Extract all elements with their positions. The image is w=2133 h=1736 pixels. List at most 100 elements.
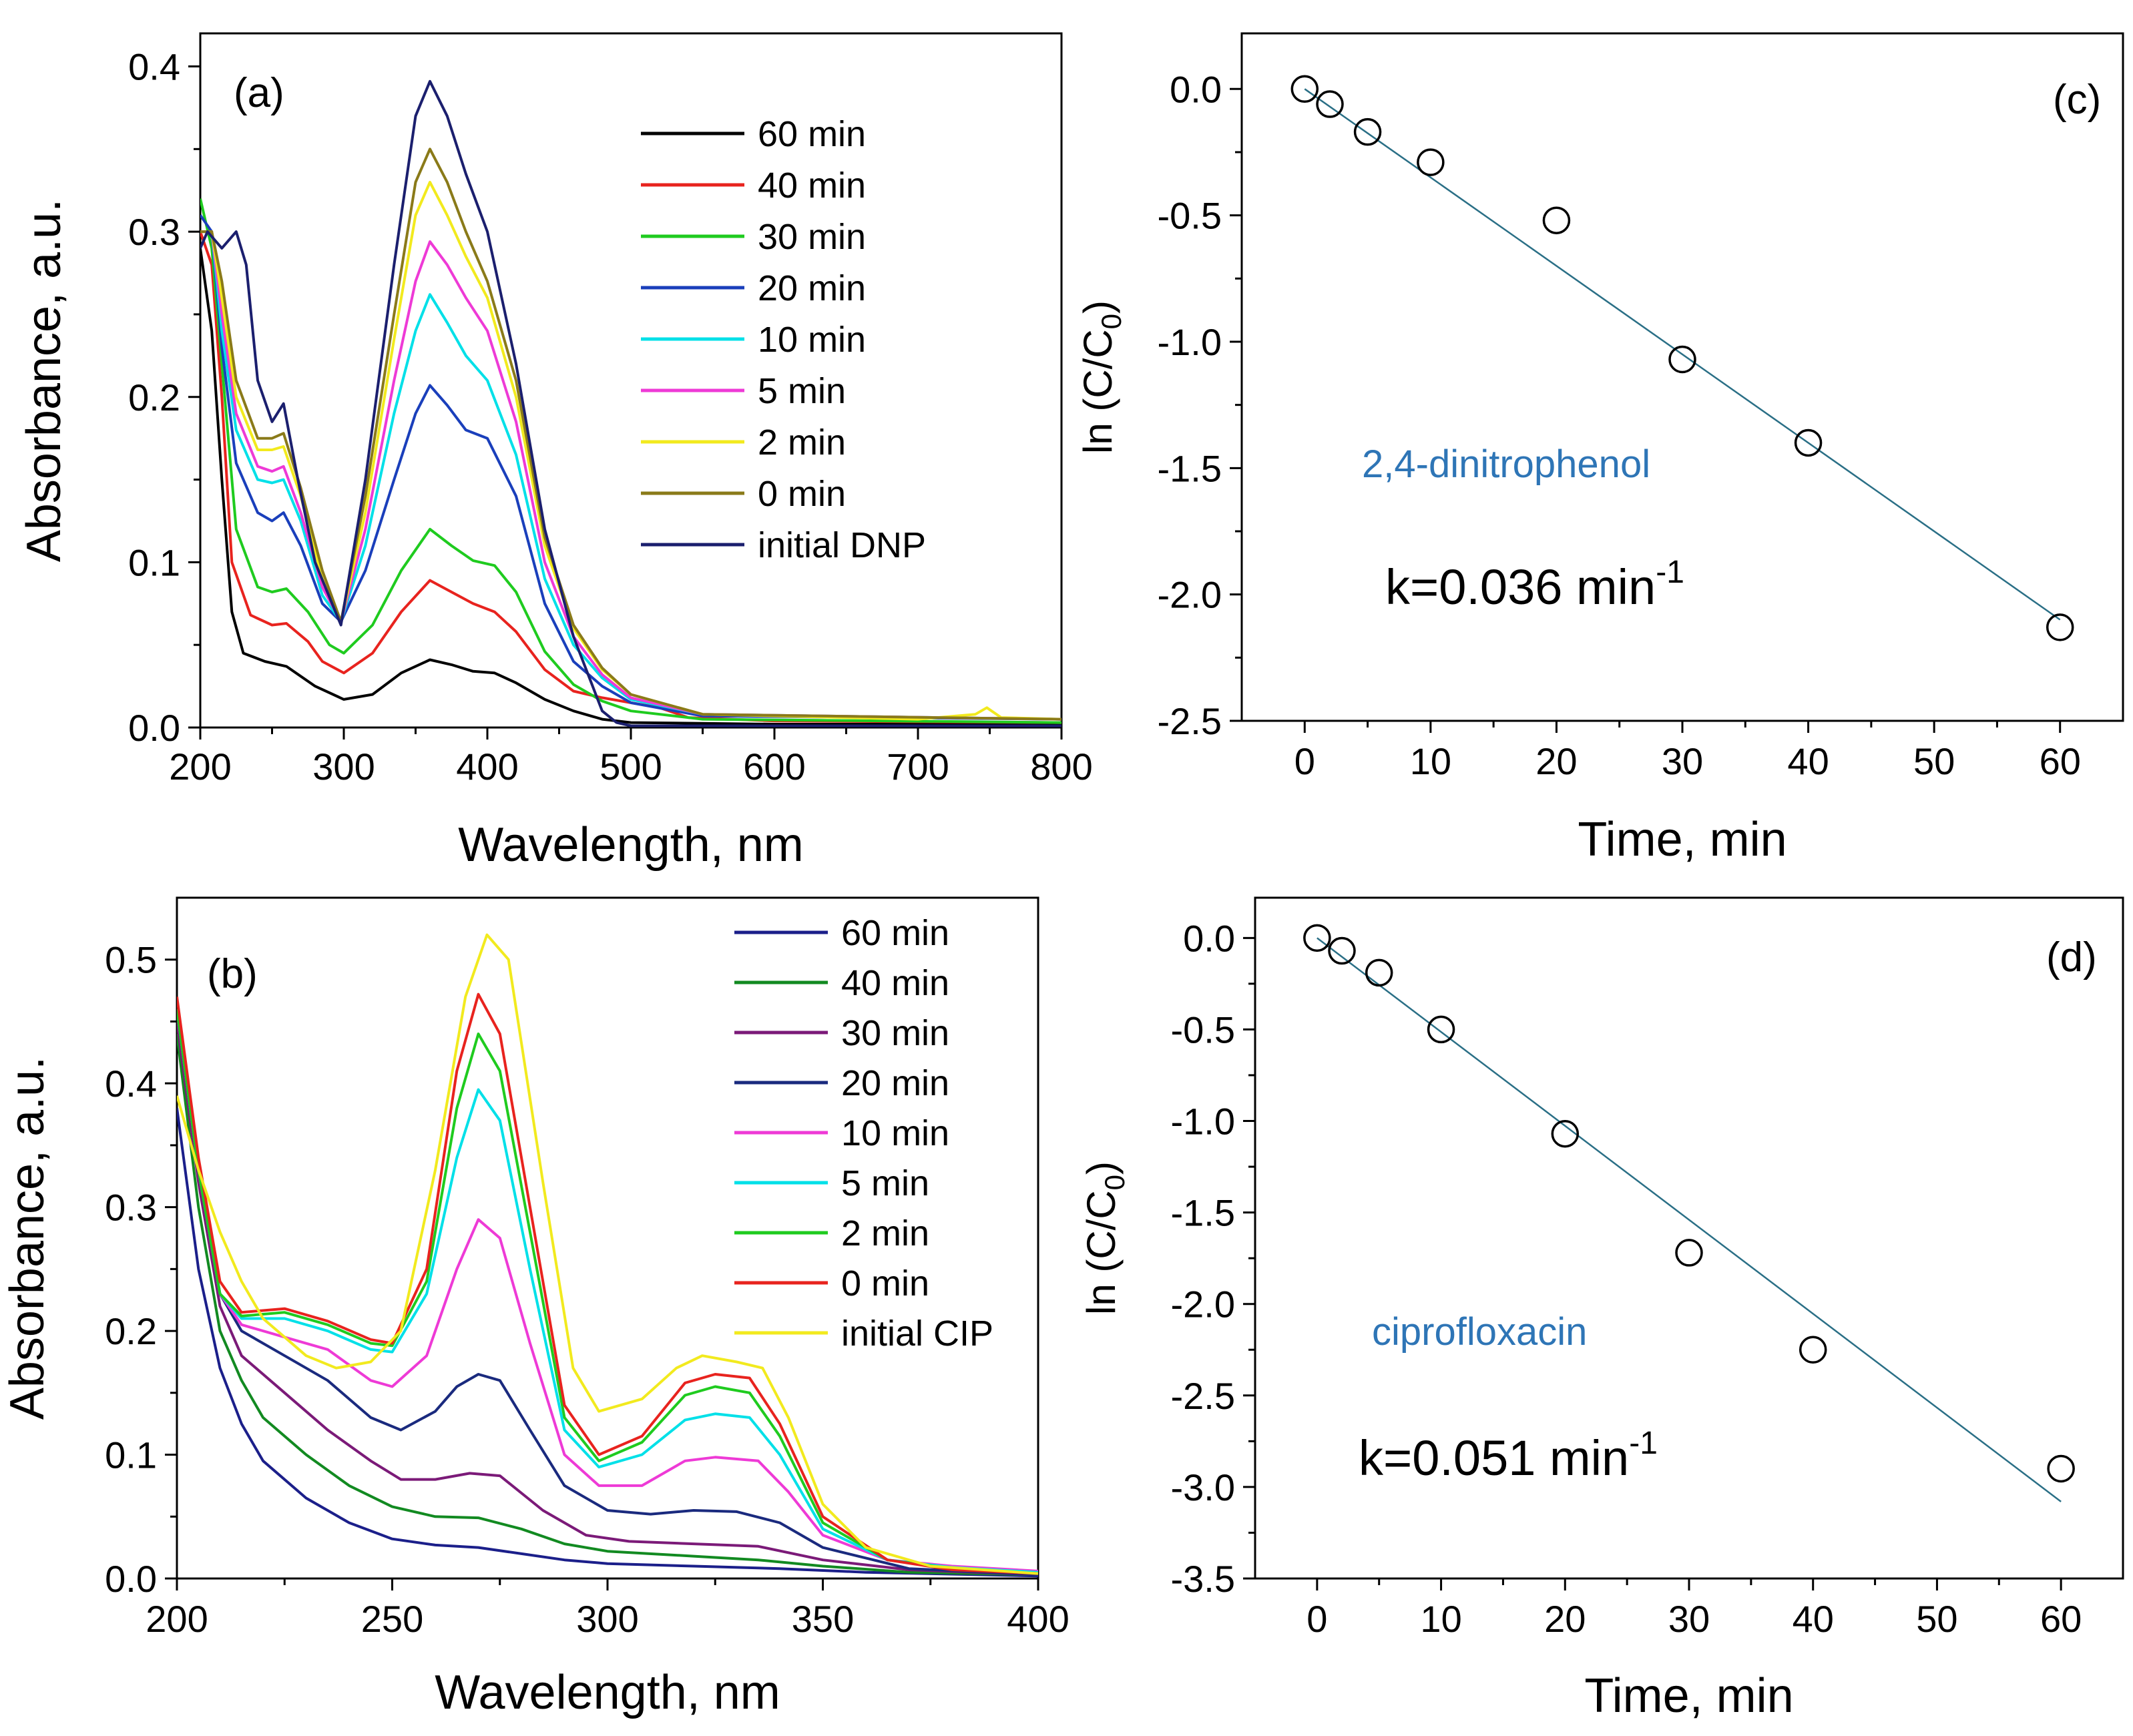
legend-label: 2 min (841, 1213, 929, 1253)
y-axis-title: Absorbance, a.u. (1, 1057, 54, 1420)
y-tick-label: -2.5 (1171, 1375, 1236, 1417)
compound-label: 2,4-dinitrophenol (1362, 443, 1650, 486)
data-point (1303, 924, 1331, 952)
legend-label: 10 min (841, 1113, 949, 1153)
x-tick-label: 50 (1916, 1598, 1957, 1640)
legend-label: 60 min (758, 114, 866, 154)
y-tick-label: -1.5 (1158, 447, 1222, 489)
panel-a: 200 300 400 500 600 700 800 0.0 0.1 0.2 0.3 0.4 Wave… (17, 32, 1093, 872)
y-tick-label: 0.0 (1170, 68, 1222, 110)
y-tick-label: -1.0 (1171, 1101, 1236, 1143)
data-point (1328, 936, 1356, 965)
y-tick-label: 0.4 (128, 46, 180, 88)
series-line-5-min (200, 230, 1061, 721)
data-point (1668, 345, 1696, 374)
y-axis-title-close: ) (1079, 1161, 1124, 1175)
series-line-10-min (177, 1008, 1038, 1572)
x-tick-label: 300 (576, 1598, 638, 1640)
series-line-60-min (177, 1108, 1038, 1578)
y-tick-label: -3.0 (1171, 1466, 1236, 1508)
legend-label: 0 min (841, 1263, 929, 1304)
rate-constant-text: k=0.051 min (1359, 1430, 1629, 1486)
series-group (200, 79, 1061, 728)
x-tick-label: 300 (312, 746, 375, 788)
series-line-20-min (177, 1008, 1038, 1576)
y-tick-label: -2.5 (1158, 700, 1222, 742)
data-point (1353, 117, 1382, 146)
fit-line (1317, 937, 2062, 1502)
data-point (2046, 613, 2074, 641)
y-tick-label: 0.0 (1183, 917, 1235, 959)
series-line-initial-dnp (200, 79, 1061, 728)
y-tick-label: 0.2 (128, 376, 180, 418)
legend-label: initial DNP (758, 525, 926, 565)
x-tick-label: 700 (887, 746, 949, 788)
y-tick-label: -0.5 (1171, 1008, 1236, 1051)
y-axis-title-close: ) (1076, 300, 1120, 314)
rate-constant-text: k=0.036 min (1385, 559, 1656, 615)
x-tick-label: 0 (1307, 1598, 1327, 1640)
panel-label: (d) (2046, 934, 2097, 980)
legend-label: 30 min (841, 1013, 949, 1053)
data-point (1542, 206, 1571, 234)
x-tick-label: 20 (1544, 1598, 1586, 1640)
legend-label: 2 min (758, 422, 846, 463)
y-tick-label: 0.1 (105, 1434, 157, 1476)
y-axis-title: Absorbance, a.u. (17, 199, 71, 562)
series-line-30-min (200, 198, 1061, 724)
rate-constant-label: k=0.051 min-1 (1359, 1426, 1658, 1486)
x-tick-label: 250 (361, 1598, 423, 1640)
x-tick-label: 60 (2040, 1598, 2082, 1640)
series-line-initial-cip (177, 933, 1038, 1575)
y-axis-title: ln (C/C0) (1079, 1161, 1130, 1315)
data-point (1316, 90, 1344, 118)
data-point (1365, 958, 1393, 987)
x-tick-label: 0 (1294, 740, 1315, 782)
x-tick-label: 10 (1410, 740, 1451, 782)
series-line-2-min (177, 1008, 1038, 1575)
panel-label: (c) (2053, 77, 2101, 123)
data-point (2047, 1454, 2075, 1483)
legend-label: 20 min (841, 1063, 949, 1103)
series-group (177, 933, 1038, 1578)
x-axis-title: Time, min (1584, 1669, 1793, 1723)
y-axis-title: ln (C/C0) (1076, 300, 1127, 454)
series-line-30-min (177, 1021, 1038, 1576)
legend-label: 5 min (841, 1163, 929, 1203)
data-point (1551, 1119, 1580, 1148)
series-line-20-min (200, 214, 1061, 721)
series-line-0-min (177, 992, 1038, 1575)
series-line-2-min (200, 180, 1061, 721)
data-point (1417, 148, 1445, 176)
panel-b: 200 250 300 350 400 0.0 0.1 0.2 0.3 0.4 0.5 Wavelen… (1, 896, 1070, 1719)
y-tick-label: -1.5 (1171, 1192, 1236, 1234)
y-tick-label: 0.3 (105, 1187, 157, 1229)
legend-label: 60 min (841, 913, 949, 953)
y-axis-title-main: ln (C/C (1079, 1190, 1124, 1315)
plot-frame (199, 32, 1063, 729)
data-point (1290, 75, 1319, 103)
panel-label: (b) (207, 951, 258, 997)
x-axis-title: Wavelength, nm (458, 818, 804, 872)
legend-label: 0 min (758, 474, 846, 514)
x-tick-label: 400 (1007, 1598, 1069, 1640)
x-tick-label: 40 (1787, 740, 1829, 782)
panel-d: 0 10 20 30 40 50 60 0.0 -0.5 -1.0 -1.5 -2.0 -2.5 -3.0… (1079, 896, 2124, 1723)
rate-constant-exponent: -1 (1629, 1426, 1658, 1461)
legend-label: 5 min (758, 371, 846, 411)
x-axis-title: Wavelength, nm (435, 1666, 780, 1719)
y-tick-label: -2.0 (1158, 574, 1222, 616)
x-tick-label: 350 (792, 1598, 854, 1640)
x-tick-label: 400 (456, 746, 518, 788)
panel-c: 0 10 20 30 40 50 60 0.0 -0.5 -1.0 -1.5 -2.0 -2.5 Time… (1076, 32, 2124, 866)
x-tick-label: 60 (2040, 740, 2081, 782)
y-tick-label: 0.0 (128, 707, 180, 749)
legend-label: 30 min (758, 217, 866, 257)
legend-label: 40 min (758, 166, 866, 206)
x-tick-label: 800 (1030, 746, 1092, 788)
y-tick-label: 0.2 (105, 1310, 157, 1352)
x-tick-label: 30 (1662, 740, 1703, 782)
x-tick-label: 200 (169, 746, 231, 788)
y-tick-label: 0.5 (105, 939, 157, 981)
